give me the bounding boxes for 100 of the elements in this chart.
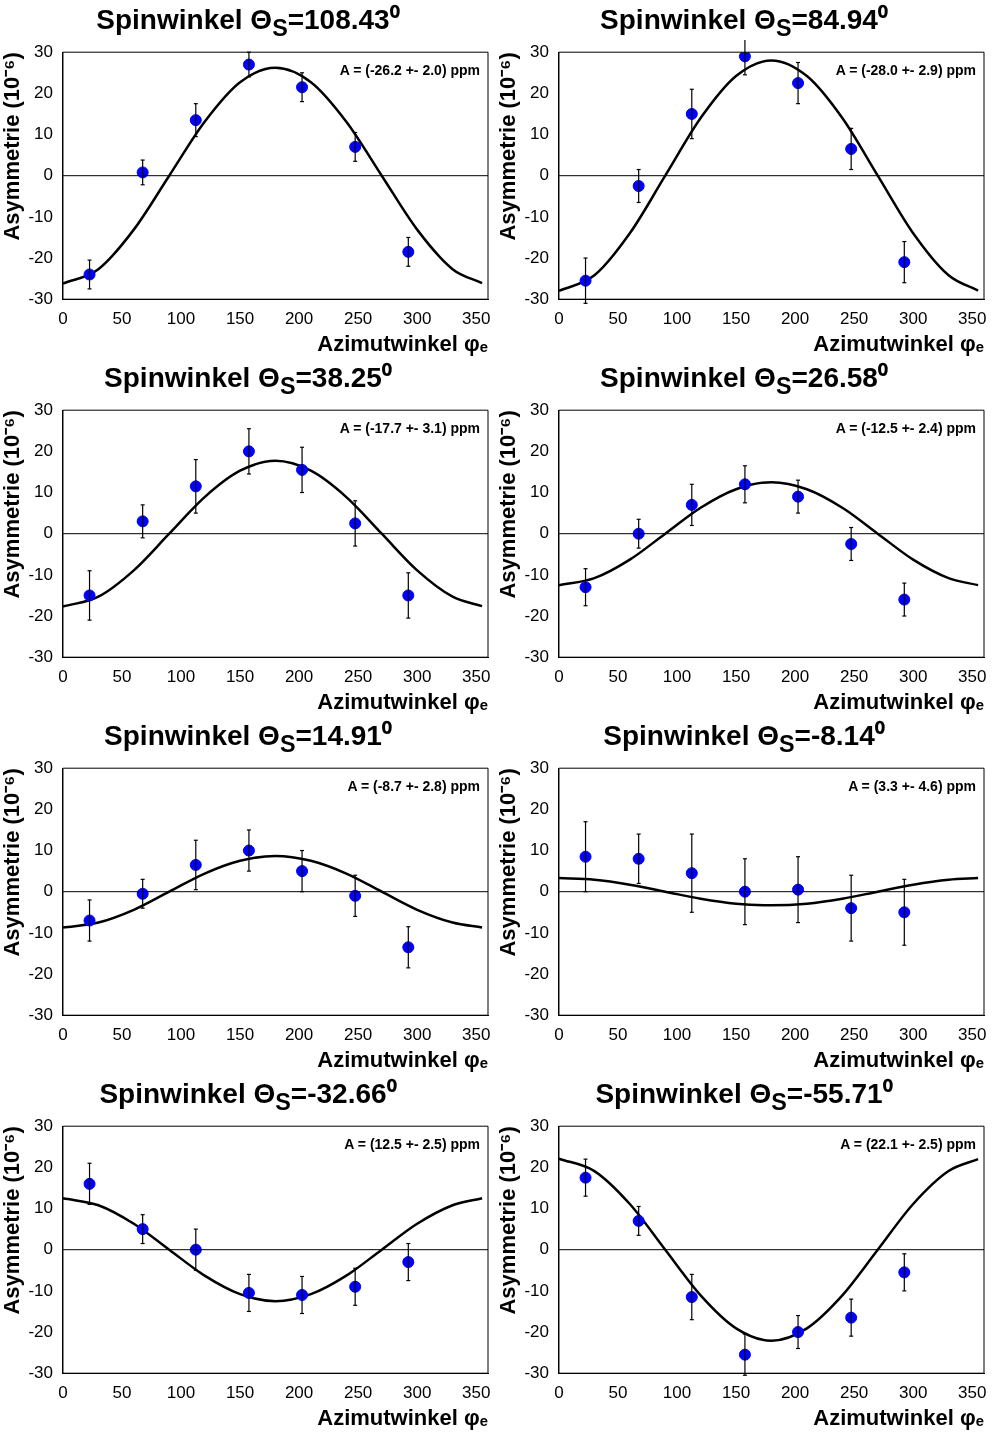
x-tick-label: 150 xyxy=(721,1383,751,1403)
x-tick-label: 50 xyxy=(608,667,628,687)
x-tick-label: 100 xyxy=(166,309,196,329)
chart-title: Spinwinkel Θ$_{S}$=-55.71⁰ xyxy=(594,1077,894,1115)
x-tick-label: 350 xyxy=(462,309,491,329)
x-tick-label: 150 xyxy=(225,1383,255,1403)
y-tick-label: -30 xyxy=(524,1362,549,1382)
y-axis-title: Asymmetrie (10⁻⁶) xyxy=(0,52,25,241)
x-tick-label: 50 xyxy=(112,1025,132,1045)
y-tick-label: 30 xyxy=(530,41,549,61)
y-tick-label: -20 xyxy=(524,1321,549,1341)
annotation: A = (22.1 +- 2.5) ppm xyxy=(840,1136,976,1153)
x-axis-title: Azimutwinkel φₑ xyxy=(813,1046,984,1072)
chart-title: Spinwinkel Θ$_{S}$=84.94⁰ xyxy=(599,3,889,41)
y-tick-label: 30 xyxy=(530,399,549,419)
x-tick-label: 50 xyxy=(112,309,132,329)
x-tick-label: 250 xyxy=(343,1383,373,1403)
y-tick-label: 30 xyxy=(530,1115,549,1135)
y-tick-label: 10 xyxy=(530,840,549,860)
x-tick-label: 350 xyxy=(462,667,491,687)
x-tick-label: 50 xyxy=(608,1383,628,1403)
y-tick-label: -10 xyxy=(524,922,549,942)
y-tick-label: -10 xyxy=(28,206,53,226)
annotation: A = (-28.0 +- 2.9) ppm xyxy=(835,62,976,79)
annotation: A = (12.5 +- 2.5) ppm xyxy=(344,1136,480,1153)
annotation: A = (-26.2 +- 2.0) ppm xyxy=(339,62,480,79)
y-tick-label: 20 xyxy=(34,799,53,819)
x-tick-label: 350 xyxy=(958,309,987,329)
annotation: A = (3.3 +- 4.6) ppm xyxy=(848,778,976,795)
x-axis-title: Azimutwinkel φₑ xyxy=(317,330,488,356)
y-tick-label: -30 xyxy=(28,288,53,308)
x-tick-label: 300 xyxy=(898,309,928,329)
y-axis-title: Asymmetrie (10⁻⁶) xyxy=(495,410,521,599)
x-axis-title: Azimutwinkel φₑ xyxy=(813,1404,984,1430)
x-tick-label: 0 xyxy=(554,1025,564,1045)
y-tick-label: 0 xyxy=(539,523,549,543)
x-tick-label: 300 xyxy=(402,667,432,687)
y-tick-label: -20 xyxy=(524,247,549,267)
x-tick-label: 250 xyxy=(343,1025,373,1045)
y-tick-label: -10 xyxy=(524,564,549,584)
chart-title: Spinwinkel Θ$_{S}$=38.25⁰ xyxy=(103,361,393,399)
y-tick-label: 0 xyxy=(539,881,549,901)
y-tick-label: -20 xyxy=(524,605,549,625)
chart-title: Spinwinkel Θ$_{S}$=-32.66⁰ xyxy=(98,1077,398,1115)
x-tick-label: 300 xyxy=(402,1383,432,1403)
x-tick-label: 200 xyxy=(284,309,314,329)
y-tick-label: 20 xyxy=(34,441,53,461)
x-tick-label: 300 xyxy=(898,1383,928,1403)
y-tick-label: -10 xyxy=(524,206,549,226)
y-tick-label: 30 xyxy=(34,757,53,777)
y-tick-label: -10 xyxy=(28,922,53,942)
x-tick-label: 200 xyxy=(780,309,810,329)
y-tick-label: -20 xyxy=(28,963,53,983)
x-tick-label: 300 xyxy=(402,309,432,329)
x-tick-label: 350 xyxy=(462,1025,491,1045)
y-tick-label: 10 xyxy=(530,124,549,144)
y-tick-label: 20 xyxy=(530,799,549,819)
x-tick-label: 200 xyxy=(780,1025,810,1045)
y-tick-label: -20 xyxy=(28,1321,53,1341)
x-tick-label: 150 xyxy=(225,667,255,687)
y-tick-label: 10 xyxy=(34,124,53,144)
x-axis-title: Azimutwinkel φₑ xyxy=(317,688,488,714)
y-tick-label: -10 xyxy=(28,564,53,584)
y-tick-label: 20 xyxy=(34,83,53,103)
y-tick-label: -10 xyxy=(524,1280,549,1300)
x-tick-label: 350 xyxy=(958,667,987,687)
x-tick-label: 150 xyxy=(721,1025,751,1045)
y-tick-label: 20 xyxy=(530,1157,549,1177)
x-tick-label: 100 xyxy=(166,1383,196,1403)
x-tick-label: 250 xyxy=(343,667,373,687)
y-tick-label: 0 xyxy=(539,1239,549,1259)
x-tick-label: 150 xyxy=(721,309,751,329)
y-tick-label: 30 xyxy=(530,757,549,777)
y-axis-title: Asymmetrie (10⁻⁶) xyxy=(495,768,521,957)
y-tick-label: 0 xyxy=(43,523,53,543)
annotation: A = (-17.7 +- 3.1) ppm xyxy=(339,420,480,437)
y-tick-label: 10 xyxy=(34,840,53,860)
y-tick-label: -30 xyxy=(28,1362,53,1382)
y-axis-title: Asymmetrie (10⁻⁶) xyxy=(0,768,25,957)
y-tick-label: -30 xyxy=(28,1004,53,1024)
y-tick-label: -30 xyxy=(524,1004,549,1024)
x-tick-label: 50 xyxy=(112,1383,132,1403)
x-axis-title: Azimutwinkel φₑ xyxy=(317,1046,488,1072)
y-tick-label: 30 xyxy=(34,399,53,419)
x-tick-label: 50 xyxy=(608,309,628,329)
y-tick-label: -30 xyxy=(28,646,53,666)
annotation: A = (-12.5 +- 2.4) ppm xyxy=(835,420,976,437)
y-tick-label: 10 xyxy=(34,1198,53,1218)
y-tick-label: -20 xyxy=(28,247,53,267)
y-tick-label: 10 xyxy=(530,1198,549,1218)
x-tick-label: 100 xyxy=(662,1383,692,1403)
x-tick-label: 350 xyxy=(958,1025,987,1045)
x-tick-label: 0 xyxy=(58,1025,68,1045)
y-tick-label: -20 xyxy=(524,963,549,983)
x-tick-label: 100 xyxy=(166,1025,196,1045)
x-tick-label: 100 xyxy=(662,309,692,329)
x-tick-label: 0 xyxy=(58,667,68,687)
x-tick-label: 200 xyxy=(284,667,314,687)
y-tick-label: -30 xyxy=(524,288,549,308)
y-tick-label: -10 xyxy=(28,1280,53,1300)
